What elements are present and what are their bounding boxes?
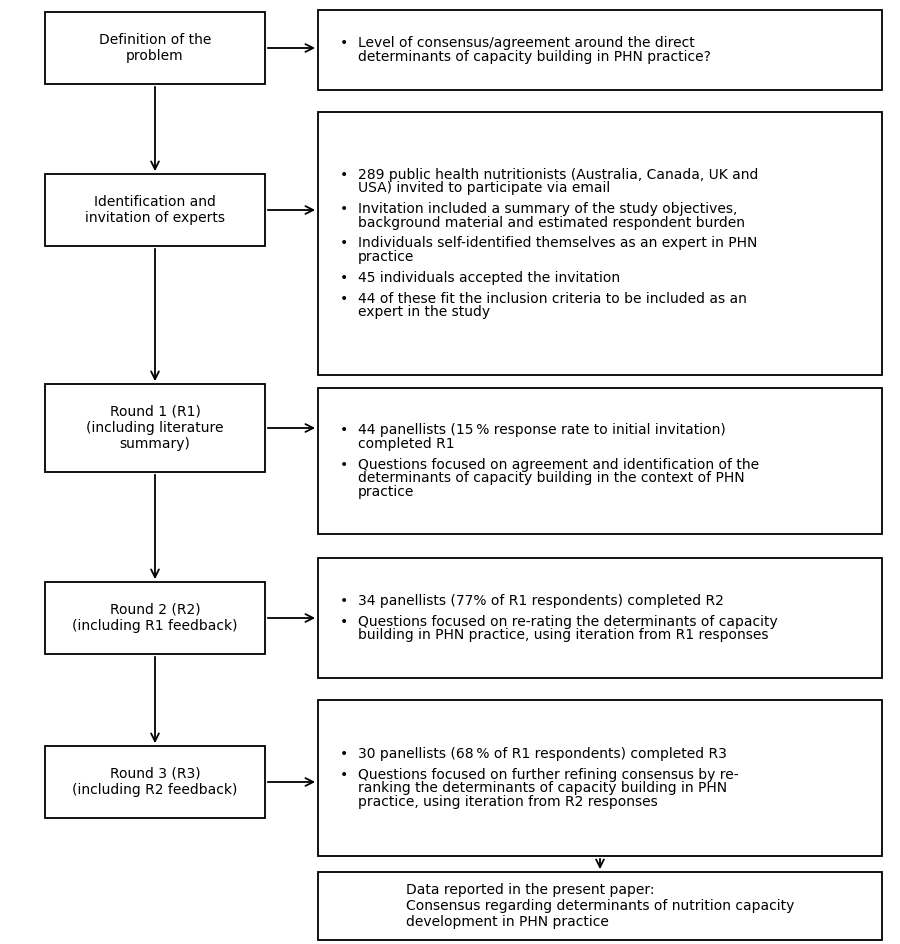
Text: completed R1: completed R1: [358, 437, 454, 451]
Text: building in PHN practice, using iteration from R1 responses: building in PHN practice, using iteratio…: [358, 628, 769, 642]
Text: Data reported in the present paper:
Consensus regarding determinants of nutritio: Data reported in the present paper: Cons…: [406, 883, 794, 929]
Bar: [45, 746, 265, 818]
Text: Round 2 (R2)
(including R1 feedback): Round 2 (R2) (including R1 feedback): [72, 603, 238, 633]
Text: •: •: [340, 423, 348, 437]
Text: •: •: [340, 594, 348, 608]
Text: Definition of the
problem: Definition of the problem: [99, 33, 212, 63]
Text: determinants of capacity building in the context of PHN: determinants of capacity building in the…: [358, 471, 744, 485]
Text: ranking the determinants of capacity building in PHN: ranking the determinants of capacity bui…: [358, 782, 727, 796]
Text: practice: practice: [358, 250, 414, 264]
Text: Round 3 (R3)
(including R2 feedback): Round 3 (R3) (including R2 feedback): [72, 767, 238, 797]
Text: Invitation included a summary of the study objectives,: Invitation included a summary of the stu…: [358, 202, 737, 216]
Bar: [318, 10, 882, 90]
Text: •: •: [340, 747, 348, 761]
Text: •: •: [340, 36, 348, 50]
Text: background material and estimated respondent burden: background material and estimated respon…: [358, 215, 745, 229]
Bar: [45, 12, 265, 84]
Bar: [318, 700, 882, 856]
Text: Questions focused on re-rating the determinants of capacity: Questions focused on re-rating the deter…: [358, 615, 778, 629]
Text: Identification and
invitation of experts: Identification and invitation of experts: [85, 194, 225, 225]
Text: Questions focused on further refining consensus by re-: Questions focused on further refining co…: [358, 768, 739, 782]
Text: 45 individuals accepted the invitation: 45 individuals accepted the invitation: [358, 271, 620, 285]
Text: •: •: [340, 292, 348, 306]
Text: USA) invited to participate via email: USA) invited to participate via email: [358, 181, 610, 195]
Text: Questions focused on agreement and identification of the: Questions focused on agreement and ident…: [358, 458, 759, 472]
Text: Level of consensus/agreement around the direct: Level of consensus/agreement around the …: [358, 36, 695, 50]
Bar: [45, 384, 265, 472]
Text: •: •: [340, 615, 348, 629]
Text: 289 public health nutritionists (Australia, Canada, UK and: 289 public health nutritionists (Austral…: [358, 168, 759, 181]
Text: •: •: [340, 458, 348, 472]
Bar: [45, 174, 265, 246]
Text: practice: practice: [358, 484, 414, 498]
Text: •: •: [340, 768, 348, 782]
Text: •: •: [340, 271, 348, 285]
Text: •: •: [340, 202, 348, 216]
Text: 44 of these fit the inclusion criteria to be included as an: 44 of these fit the inclusion criteria t…: [358, 292, 747, 306]
Text: practice, using iteration from R2 responses: practice, using iteration from R2 respon…: [358, 795, 658, 809]
Text: •: •: [340, 168, 348, 181]
Text: 30 panellists (68 % of R1 respondents) completed R3: 30 panellists (68 % of R1 respondents) c…: [358, 747, 727, 761]
Bar: [318, 558, 882, 678]
Text: •: •: [340, 237, 348, 250]
Bar: [318, 112, 882, 375]
Bar: [318, 388, 882, 534]
Text: 44 panellists (15 % response rate to initial invitation): 44 panellists (15 % response rate to ini…: [358, 423, 725, 437]
Bar: [318, 872, 882, 940]
Text: expert in the study: expert in the study: [358, 305, 491, 319]
Text: determinants of capacity building in PHN practice?: determinants of capacity building in PHN…: [358, 50, 711, 64]
Bar: [45, 582, 265, 654]
Text: 34 panellists (77% of R1 respondents) completed R2: 34 panellists (77% of R1 respondents) co…: [358, 594, 724, 608]
Text: Round 1 (R1)
(including literature
summary): Round 1 (R1) (including literature summa…: [86, 405, 224, 451]
Text: Individuals self-identified themselves as an expert in PHN: Individuals self-identified themselves a…: [358, 237, 758, 250]
